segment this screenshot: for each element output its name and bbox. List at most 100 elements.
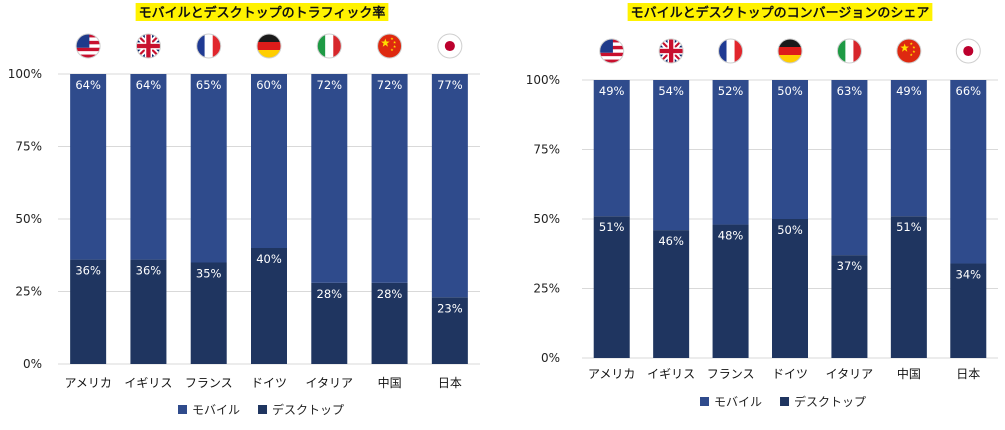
- data-label-desktop: 28%: [377, 287, 403, 301]
- uk-flag-icon: [135, 33, 161, 59]
- us-flag-icon: [75, 33, 101, 59]
- bar-mobile: [772, 80, 808, 219]
- legend: モバイル デスクトップ: [700, 394, 866, 409]
- chart-title: モバイルとデスクトップのトラフィック率: [135, 3, 389, 21]
- bar-desktop: [371, 282, 408, 364]
- bar-desktop: [890, 216, 927, 358]
- data-label-mobile: 64%: [75, 78, 101, 92]
- data-label-mobile: 72%: [377, 78, 403, 92]
- y-tick-label: 25%: [15, 285, 42, 299]
- x-category-label: 中国: [378, 375, 402, 390]
- data-label-mobile: 54%: [658, 84, 684, 98]
- bar-desktop: [593, 216, 630, 358]
- chart-title-text: モバイルとデスクトップのトラフィック率: [139, 5, 386, 21]
- legend-mobile-swatch: [700, 397, 709, 406]
- bar-desktop: [712, 224, 749, 358]
- uk-flag-icon: [658, 38, 684, 64]
- bar-desktop: [431, 297, 468, 364]
- data-label-desktop: 37%: [837, 259, 863, 273]
- data-label-mobile: 63%: [837, 84, 863, 98]
- bar-desktop: [950, 263, 987, 358]
- data-label-mobile: 60%: [256, 78, 282, 92]
- data-label-mobile: 77%: [437, 78, 463, 92]
- data-label-mobile: 72%: [317, 78, 343, 92]
- data-label-mobile: 65%: [196, 78, 222, 92]
- traffic-chart-svg: モバイルとデスクトップのトラフィック率 0% 25% 50% 75% 100% 64% 36%…: [8, 3, 480, 417]
- bar-desktop: [70, 259, 107, 364]
- bar-desktop: [251, 248, 287, 364]
- data-label-mobile: 49%: [599, 84, 625, 98]
- legend: モバイル デスクトップ: [178, 402, 344, 417]
- legend-desktop-label: デスクトップ: [272, 402, 344, 417]
- x-category-label: アメリカ: [588, 367, 635, 381]
- x-category-label: アメリカ: [64, 376, 111, 390]
- bar-desktop: [130, 259, 167, 364]
- chart-title: モバイルとデスクトップのコンバージョンのシェア: [627, 3, 933, 21]
- bar-mobile: [251, 74, 287, 248]
- legend-desktop-swatch: [780, 397, 790, 406]
- x-category-label: ドイツ: [772, 367, 808, 381]
- us-flag-icon: [599, 38, 625, 64]
- bar-mobile: [311, 74, 348, 283]
- x-category-label: 中国: [897, 366, 921, 381]
- data-label-mobile: 64%: [136, 78, 162, 92]
- bar-mobile: [70, 74, 107, 260]
- bar-mobile: [890, 80, 927, 217]
- bar-mobile: [712, 80, 749, 225]
- data-label-mobile: 66%: [956, 84, 982, 98]
- chart-title-text: モバイルとデスクトップのコンバージョンのシェア: [631, 5, 930, 21]
- germany-flag-icon: [777, 38, 803, 64]
- bar-mobile: [593, 80, 630, 217]
- x-category-label: フランス: [707, 367, 755, 381]
- data-label-desktop: 51%: [599, 220, 625, 234]
- france-flag-icon: [718, 38, 744, 64]
- y-tick-label: 50%: [533, 212, 560, 226]
- japan-flag-icon: [437, 33, 463, 59]
- legend-mobile-swatch: [178, 405, 187, 414]
- data-label-desktop: 48%: [718, 229, 744, 243]
- data-label-desktop: 35%: [196, 267, 222, 281]
- y-tick-label: 0%: [23, 357, 42, 371]
- x-category-label: イギリス: [124, 376, 172, 390]
- legend-mobile-label: モバイル: [192, 403, 240, 417]
- data-label-desktop: 40%: [256, 252, 282, 266]
- bar-mobile: [653, 80, 690, 231]
- data-label-mobile: 49%: [896, 84, 922, 98]
- bar-mobile: [190, 74, 227, 263]
- data-label-desktop: 46%: [658, 234, 684, 248]
- y-tick-label: 50%: [15, 212, 42, 226]
- conversion-chart-svg: モバイルとデスクトップのコンバージョンのシェア 0% 25% 50% 75% 100% 49…: [526, 3, 998, 409]
- x-category-label: イギリス: [647, 367, 695, 381]
- bar-mobile: [950, 80, 987, 264]
- france-flag-icon: [196, 33, 222, 59]
- bar-desktop: [831, 255, 868, 358]
- data-label-desktop: 36%: [75, 264, 101, 278]
- bar-desktop: [772, 219, 808, 358]
- data-label-desktop: 34%: [956, 267, 982, 281]
- data-label-desktop: 28%: [317, 287, 343, 301]
- x-category-label: 日本: [438, 376, 462, 390]
- y-tick-label: 0%: [541, 351, 560, 365]
- chart-traffic-share: モバイルとデスクトップのトラフィック率 0% 25% 50% 75% 100% 64% 36%…: [0, 0, 500, 430]
- data-label-mobile: 50%: [777, 84, 803, 98]
- bar-mobile: [130, 74, 167, 260]
- x-category-label: ドイツ: [251, 376, 287, 390]
- data-label-mobile: 52%: [718, 84, 744, 98]
- legend-mobile-label: モバイル: [714, 395, 762, 409]
- bar-desktop: [653, 230, 690, 358]
- x-category-label: イタリア: [306, 376, 354, 390]
- y-tick-label: 75%: [533, 143, 560, 157]
- y-tick-label: 25%: [533, 282, 560, 296]
- italy-flag-icon: [836, 38, 862, 64]
- data-label-desktop: 36%: [136, 264, 162, 278]
- china-flag-icon: [377, 33, 403, 59]
- data-label-desktop: 23%: [437, 301, 463, 315]
- bar-desktop: [311, 282, 348, 364]
- data-label-desktop: 50%: [777, 223, 803, 237]
- y-tick-label: 100%: [8, 67, 42, 81]
- x-category-label: イタリア: [826, 367, 874, 381]
- italy-flag-icon: [316, 33, 342, 59]
- bar-mobile: [371, 74, 408, 283]
- y-tick-label: 100%: [526, 73, 560, 87]
- bar-mobile: [831, 80, 868, 256]
